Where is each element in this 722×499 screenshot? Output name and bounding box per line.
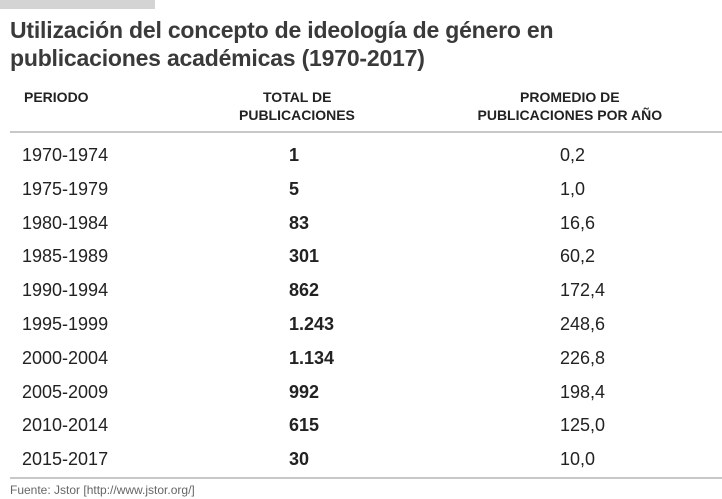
table-cell: 1.134	[289, 347, 335, 368]
table-cell: 125,0	[560, 415, 606, 436]
table-cell: 1995-1999	[22, 314, 109, 334]
column-header: PERIODO	[24, 89, 89, 105]
table-cell: 1,0	[560, 178, 586, 199]
table-cell: 226,8	[560, 347, 606, 368]
table-cell: 1975-1979	[22, 178, 109, 199]
table-cell: 83	[289, 212, 310, 233]
table-cell: 30	[289, 449, 310, 470]
table-cell: 60,2	[560, 246, 596, 267]
table-cell: 2005-2009	[22, 381, 109, 402]
table-cell: 1	[289, 145, 300, 165]
top-bar	[0, 0, 155, 9]
table-cell: 1980-1984	[22, 212, 109, 233]
header-rule	[10, 131, 722, 133]
table-cell: 0,2	[560, 145, 586, 165]
table-cell: 1985-1989	[22, 246, 109, 267]
table-cell: 172,4	[560, 280, 606, 301]
table-cell: 16,6	[560, 212, 596, 233]
bottom-rule	[10, 477, 722, 479]
column-header: TOTAL DE	[263, 89, 332, 105]
table-cell: 301	[289, 246, 320, 267]
column-header: PUBLICACIONES	[239, 107, 355, 123]
source: Fuente: Jstor [http://www.jstor.org/]	[10, 483, 195, 497]
table-cell: 198,4	[560, 381, 606, 402]
column-header: PROMEDIO DE	[520, 89, 620, 105]
table-cell: 2000-2004	[22, 347, 109, 368]
table-cell: 1990-1994	[22, 280, 109, 301]
column-header: PUBLICACIONES POR AÑO	[477, 107, 663, 123]
table-cell: 2015-2017	[22, 449, 109, 470]
title-line: Utilización del concepto de ideología de…	[10, 17, 554, 43]
table-cell: 5	[289, 178, 300, 199]
table-cell: 1970-1974	[22, 145, 109, 165]
title-line: publicaciones académicas (1970-2017)	[10, 45, 425, 71]
table-cell: 248,6	[560, 314, 606, 334]
table-cell: 2010-2014	[22, 415, 109, 436]
table-cell: 992	[289, 381, 320, 402]
table-cell: 1.243	[289, 314, 335, 334]
table-cell: 10,0	[560, 449, 596, 470]
table-cell: 615	[289, 415, 320, 436]
table-cell: 862	[289, 280, 320, 301]
